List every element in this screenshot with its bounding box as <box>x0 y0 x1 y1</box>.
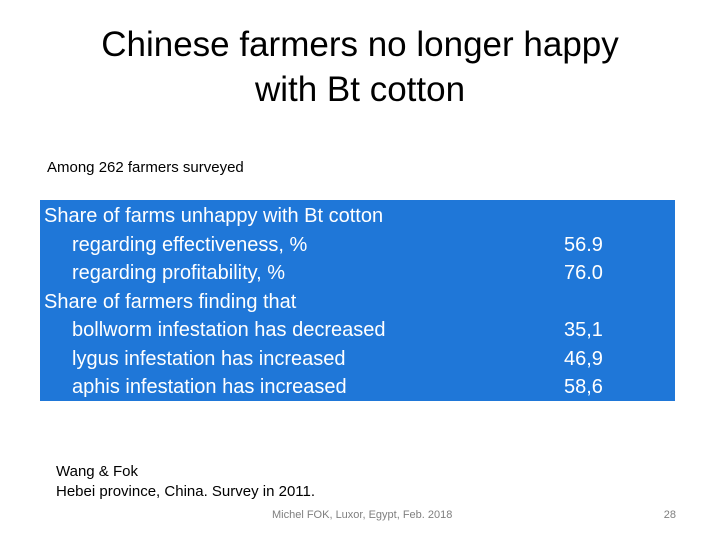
source-authors: Wang & Fok <box>56 463 138 480</box>
row-label: regarding effectiveness, % <box>72 233 308 256</box>
source-citation: Wang & Fok Hebei province, China. Survey… <box>56 462 315 502</box>
row-label: bollworm infestation has decreased <box>72 319 386 341</box>
table-row-lygus: lygus infestation has increased 46,9 <box>40 345 675 374</box>
row-label: Share of farmers finding that <box>44 290 297 313</box>
slide-title-line-1: Chinese farmers no longer happy <box>101 25 619 64</box>
table-row-effectiveness: regarding effectiveness, % 56.9 <box>40 231 675 260</box>
row-label: Share of farms unhappy with Bt cotton <box>44 205 384 227</box>
table-row-header-unhappy: Share of farms unhappy with Bt cotton <box>40 202 675 231</box>
survey-note: Among 262 farmers surveyed <box>47 159 244 176</box>
row-label: lygus infestation has increased <box>72 347 346 370</box>
source-details: Hebei province, China. Survey in 2011. <box>56 483 316 500</box>
row-label: aphis infestation has increased <box>72 376 347 398</box>
row-value: 46,9 <box>564 347 603 370</box>
page-number: 28 <box>663 509 676 521</box>
row-value: 56.9 <box>564 233 603 256</box>
row-label: regarding profitability, % <box>72 262 286 284</box>
row-value: 76.0 <box>564 262 603 284</box>
results-table: Share of farms unhappy with Bt cotton re… <box>40 200 675 401</box>
slide-footer: Michel FOK, Luxor, Egypt, Feb. 2018 <box>272 509 453 521</box>
slide-title-line-2: with Bt cotton <box>254 70 466 109</box>
row-value: 35,1 <box>564 319 603 341</box>
row-value: 58,6 <box>564 376 603 398</box>
slide-title: Chinese farmers no longer happy with Bt … <box>60 22 660 112</box>
table-row-aphis: aphis infestation has increased 58,6 <box>40 373 675 402</box>
table-row-bollworm: bollworm infestation has decreased 35,1 <box>40 316 675 345</box>
table-row-profitability: regarding profitability, % 76.0 <box>40 259 675 288</box>
table-row-header-findings: Share of farmers finding that <box>40 288 675 317</box>
